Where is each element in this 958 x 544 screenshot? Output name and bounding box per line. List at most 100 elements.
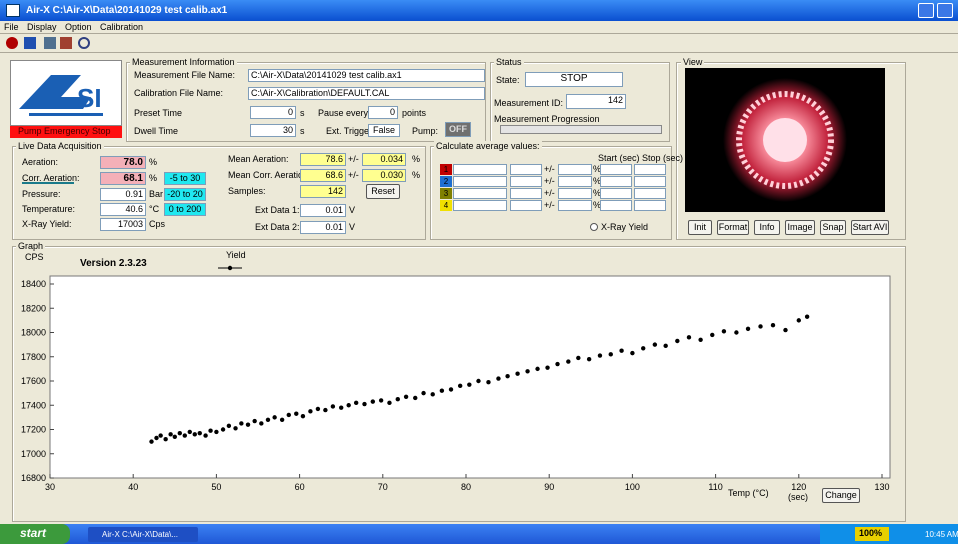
task-button[interactable]: Air-X C:\Air-X\Data\...: [88, 527, 198, 542]
index: 3: [440, 188, 452, 199]
frame-heading: Measurement Information: [130, 57, 237, 68]
menu-item[interactable]: Display: [27, 22, 57, 33]
average-value[interactable]: [453, 164, 507, 175]
range[interactable]: -5 to 30: [164, 172, 206, 185]
start-time[interactable]: [600, 164, 632, 175]
plus-minus: +/-: [544, 164, 555, 175]
frame-heading: Calculate average values:: [434, 141, 542, 152]
zoom-icon[interactable]: [78, 37, 90, 49]
view-button[interactable]: Info: [754, 220, 780, 235]
data-point: [555, 362, 559, 366]
stop-time[interactable]: [634, 188, 666, 199]
live-value[interactable]: 78.0: [100, 156, 146, 169]
calibration-file[interactable]: C:\Air-X\Calibration\DEFAULT.CAL: [248, 87, 485, 100]
average-value[interactable]: [453, 188, 507, 199]
view-button[interactable]: Start AVI: [851, 220, 889, 235]
average-value[interactable]: [510, 188, 542, 199]
live-value[interactable]: 40.6: [100, 203, 146, 216]
dwell-time[interactable]: 30: [250, 124, 296, 137]
view-button[interactable]: Snap: [820, 220, 846, 235]
y-tick-label: 18000: [21, 328, 46, 338]
graph: CPSTemp (°C)1680017000172001740017600178…: [12, 246, 906, 522]
mean-value[interactable]: 78.6: [300, 153, 346, 166]
stop-time[interactable]: [634, 164, 666, 175]
live-value[interactable]: 68.1: [100, 172, 146, 185]
average-value[interactable]: [453, 176, 507, 187]
maximize-button[interactable]: [937, 3, 953, 18]
live-value[interactable]: 0.91: [100, 188, 146, 201]
data-point: [362, 402, 366, 406]
start-time[interactable]: [600, 188, 632, 199]
average-error[interactable]: [558, 176, 592, 187]
range[interactable]: 0 to 200: [164, 203, 206, 216]
samples[interactable]: 142: [300, 185, 346, 198]
mean-error[interactable]: 0.034: [362, 153, 406, 166]
emergency-stop-button[interactable]: Pump Emergency Stop: [10, 126, 122, 138]
menu-item[interactable]: File: [4, 22, 19, 33]
pause[interactable]: 0: [368, 106, 398, 119]
window-title: Air-X C:\Air-X\Data\20141029 test calib.…: [26, 5, 227, 16]
average-value[interactable]: [510, 176, 542, 187]
range[interactable]: -20 to 20: [164, 188, 206, 201]
menu-item[interactable]: Calibration: [100, 22, 143, 33]
label: State:: [496, 75, 520, 86]
average-value[interactable]: [510, 200, 542, 211]
stop-icon[interactable]: [6, 37, 18, 49]
start-time[interactable]: [600, 200, 632, 211]
x-tick-label: 50: [211, 482, 221, 492]
average-value[interactable]: [453, 200, 507, 211]
average-value[interactable]: [510, 164, 542, 175]
file-name[interactable]: C:\Air-X\Data\20141029 test calib.ax1: [248, 69, 485, 82]
tools-icon[interactable]: [60, 37, 72, 49]
stop-time[interactable]: [634, 200, 666, 211]
stop-time[interactable]: [634, 176, 666, 187]
data-point: [641, 346, 645, 350]
label: Measurement ID:: [494, 98, 563, 109]
screen: Air-X C:\Air-X\Data\20141029 test calib.…: [0, 0, 958, 544]
reset-button[interactable]: Reset: [366, 184, 400, 199]
data-point: [294, 412, 298, 416]
ext-value[interactable]: 0.01: [300, 221, 346, 234]
view-button[interactable]: Image: [785, 220, 815, 235]
data-point: [698, 338, 702, 342]
view-button[interactable]: Init: [688, 220, 712, 235]
menu-item[interactable]: Option: [65, 22, 92, 33]
radio[interactable]: [590, 223, 598, 231]
measurement-id[interactable]: 142: [566, 94, 626, 109]
version: Version 2.3.23: [80, 258, 147, 269]
data-point: [163, 437, 167, 441]
change-button[interactable]: Change: [822, 488, 860, 503]
data-point: [168, 432, 172, 436]
y-tick-label: 17600: [21, 376, 46, 386]
start-time[interactable]: [600, 176, 632, 187]
average-error[interactable]: [558, 164, 592, 175]
mean-value[interactable]: 68.6: [300, 169, 346, 182]
data-point: [431, 392, 435, 396]
label: Ext Data 2:: [255, 222, 300, 233]
save-icon[interactable]: [24, 37, 36, 49]
data-point: [805, 315, 809, 319]
minimize-button[interactable]: [918, 3, 934, 18]
data-point: [467, 382, 471, 386]
data-point: [758, 324, 762, 328]
data-point: [566, 359, 570, 363]
preset-time[interactable]: 0: [250, 106, 296, 119]
data-point: [280, 418, 284, 422]
pump-indicator[interactable]: OFF: [445, 122, 471, 137]
average-error[interactable]: [558, 188, 592, 199]
x-tick-label: 80: [461, 482, 471, 492]
mean-error[interactable]: 0.030: [362, 169, 406, 182]
y-tick-label: 17200: [21, 425, 46, 435]
start-button[interactable]: start: [0, 524, 70, 544]
trigger[interactable]: False: [368, 124, 400, 137]
live-value[interactable]: 17003: [100, 218, 146, 231]
ext-value[interactable]: 0.01: [300, 204, 346, 217]
x-tick-label: 100: [625, 482, 640, 492]
frame-heading: Status: [494, 57, 524, 68]
settings-icon[interactable]: [44, 37, 56, 49]
state[interactable]: STOP: [525, 72, 623, 87]
average-error[interactable]: [558, 200, 592, 211]
data-point: [246, 422, 250, 426]
view-button[interactable]: Format: [717, 220, 749, 235]
data-point: [173, 435, 177, 439]
